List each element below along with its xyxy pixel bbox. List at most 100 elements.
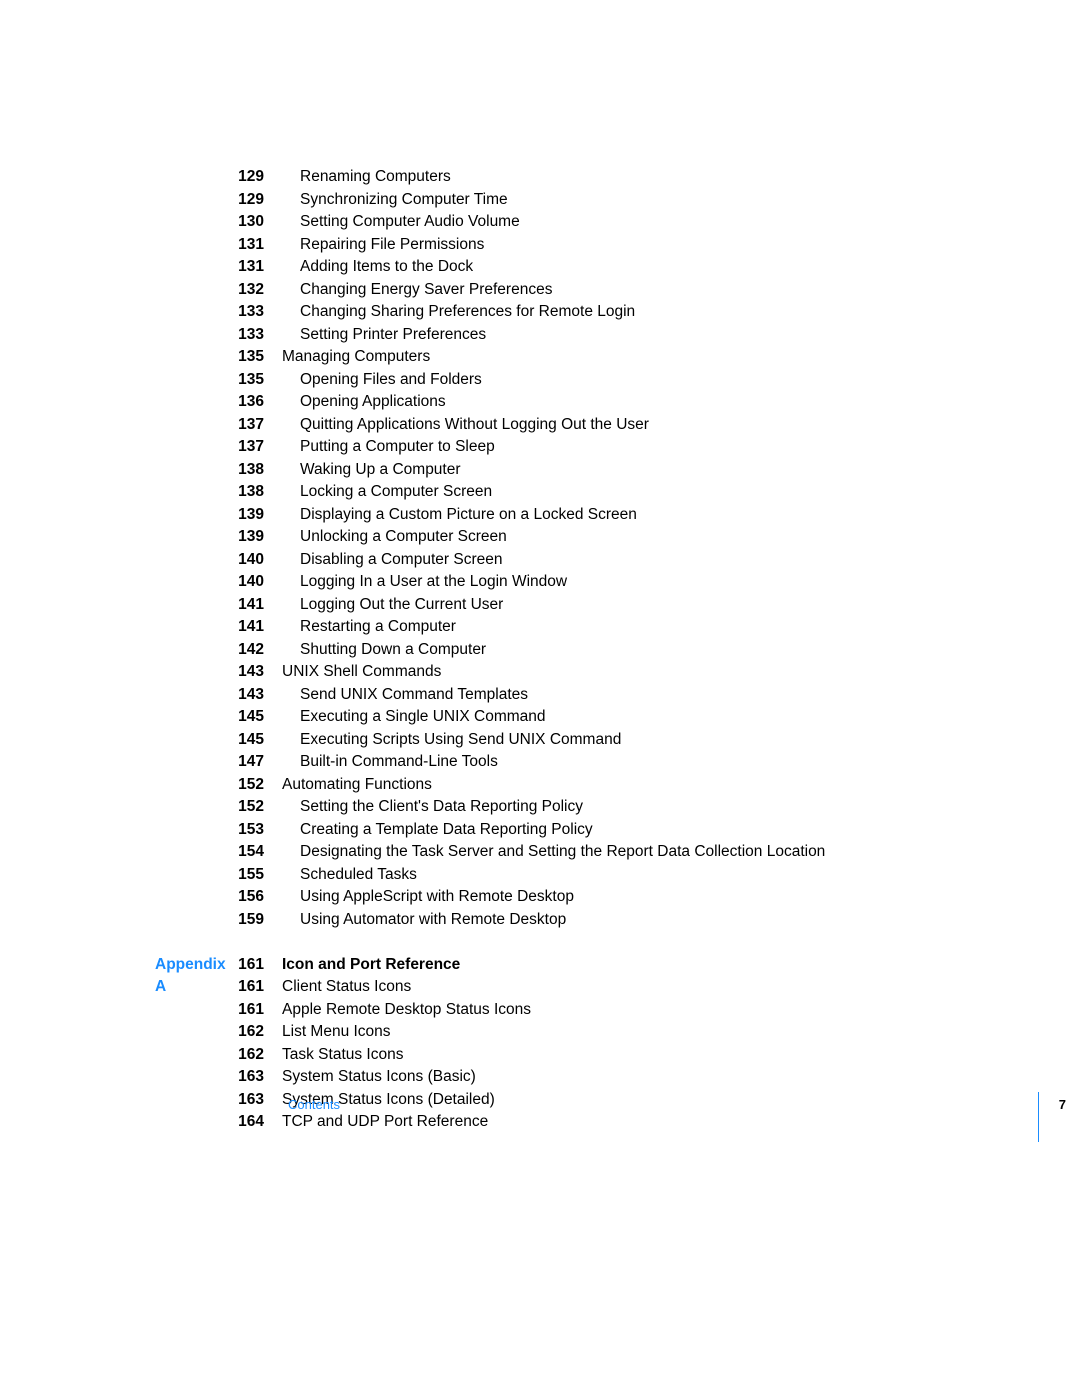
toc-page-number: 131	[0, 234, 282, 257]
toc-entry[interactable]: 162Task Status Icons	[0, 1044, 900, 1067]
toc-entry-title: Setting Computer Audio Volume	[282, 211, 900, 234]
toc-entry-title: System Status Icons (Detailed)	[282, 1089, 900, 1112]
toc-entry[interactable]: 135Opening Files and Folders	[0, 369, 900, 392]
toc-entry[interactable]: 162List Menu Icons	[0, 1021, 900, 1044]
toc-entry[interactable]: 153Creating a Template Data Reporting Po…	[0, 819, 900, 842]
toc-entry-title: Executing a Single UNIX Command	[282, 706, 900, 729]
toc-entry[interactable]: 132Changing Energy Saver Preferences	[0, 279, 900, 302]
toc-entry[interactable]: 152Automating Functions	[0, 774, 900, 797]
toc-entry-title: Client Status Icons	[282, 976, 900, 999]
toc-entry[interactable]: 164TCP and UDP Port Reference	[0, 1111, 900, 1134]
toc-page-number: 162	[0, 1021, 282, 1044]
toc-entry-title: Quitting Applications Without Logging Ou…	[282, 414, 900, 437]
toc-entry-title: Locking a Computer Screen	[282, 481, 900, 504]
toc-entry-title: Displaying a Custom Picture on a Locked …	[282, 504, 900, 527]
toc-entry-title: UNIX Shell Commands	[282, 661, 900, 684]
toc-entry[interactable]: 141Logging Out the Current User	[0, 594, 900, 617]
toc-entry[interactable]: 143UNIX Shell Commands	[0, 661, 900, 684]
toc-entry[interactable]: 163System Status Icons (Detailed)	[0, 1089, 900, 1112]
toc-entry[interactable]: 138Locking a Computer Screen	[0, 481, 900, 504]
toc-page-number: 143	[0, 684, 282, 707]
toc-entry-title: Repairing File Permissions	[282, 234, 900, 257]
toc-entry-title: Task Status Icons	[282, 1044, 900, 1067]
toc-entry[interactable]: 141Restarting a Computer	[0, 616, 900, 639]
toc-entry[interactable]: 143Send UNIX Command Templates	[0, 684, 900, 707]
toc-page-number: 161	[0, 976, 282, 999]
footer-contents-label[interactable]: Contents	[288, 1097, 340, 1112]
page: 129Renaming Computers129Synchronizing Co…	[0, 0, 1080, 1397]
toc-entry-title: Automating Functions	[282, 774, 900, 797]
toc-entry[interactable]: 131Repairing File Permissions	[0, 234, 900, 257]
toc-entry[interactable]: 139Displaying a Custom Picture on a Lock…	[0, 504, 900, 527]
toc-entry[interactable]: 135Managing Computers	[0, 346, 900, 369]
toc-entry[interactable]: 163System Status Icons (Basic)	[0, 1066, 900, 1089]
toc-entry[interactable]: 130Setting Computer Audio Volume	[0, 211, 900, 234]
toc-entry-title: Using AppleScript with Remote Desktop	[282, 886, 900, 909]
toc-page-number: 133	[0, 324, 282, 347]
toc-entry[interactable]: 147Built-in Command-Line Tools	[0, 751, 900, 774]
toc-page-number: 145	[0, 706, 282, 729]
toc-page-number: 153	[0, 819, 282, 842]
toc-entry[interactable]: 156Using AppleScript with Remote Desktop	[0, 886, 900, 909]
toc-page-number: 137	[0, 436, 282, 459]
toc-page-number: 129	[0, 166, 282, 189]
toc-entry-title: Adding Items to the Dock	[282, 256, 900, 279]
toc-page-number: 135	[0, 346, 282, 369]
toc-entry-title: List Menu Icons	[282, 1021, 900, 1044]
toc-entry[interactable]: 145Executing Scripts Using Send UNIX Com…	[0, 729, 900, 752]
toc-entry[interactable]: 154Designating the Task Server and Setti…	[0, 841, 900, 864]
toc-page-number: 140	[0, 571, 282, 594]
toc-entry-title: Synchronizing Computer Time	[282, 189, 900, 212]
toc-entry-title: Creating a Template Data Reporting Polic…	[282, 819, 900, 842]
toc-entry[interactable]: 140Logging In a User at the Login Window	[0, 571, 900, 594]
toc-entry[interactable]: 140Disabling a Computer Screen	[0, 549, 900, 572]
toc-entry-title: Designating the Task Server and Setting …	[282, 841, 900, 864]
toc-entry[interactable]: 161Client Status Icons	[0, 976, 900, 999]
toc-entry[interactable]: 142Shutting Down a Computer	[0, 639, 900, 662]
toc-entry[interactable]: 131Adding Items to the Dock	[0, 256, 900, 279]
toc-page-number: 131	[0, 256, 282, 279]
toc-entry[interactable]: Appendix A161Icon and Port Reference	[0, 954, 900, 977]
toc-entry-title: Shutting Down a Computer	[282, 639, 900, 662]
toc-entry[interactable]: 136Opening Applications	[0, 391, 900, 414]
toc-entry-title: Changing Sharing Preferences for Remote …	[282, 301, 900, 324]
toc-entry[interactable]: 155Scheduled Tasks	[0, 864, 900, 887]
toc-page-number: 162	[0, 1044, 282, 1067]
toc-entry[interactable]: 139Unlocking a Computer Screen	[0, 526, 900, 549]
toc-page-number: 139	[0, 526, 282, 549]
toc-entry-title: Scheduled Tasks	[282, 864, 900, 887]
toc-page-number: 138	[0, 481, 282, 504]
toc-page-number: 133	[0, 301, 282, 324]
toc-page-number: 142	[0, 639, 282, 662]
toc-page-number: 138	[0, 459, 282, 482]
toc-entry-title: Opening Files and Folders	[282, 369, 900, 392]
toc-page-number: 143	[0, 661, 282, 684]
toc-entry[interactable]: 145Executing a Single UNIX Command	[0, 706, 900, 729]
toc-entry[interactable]: 133Setting Printer Preferences	[0, 324, 900, 347]
toc-entry[interactable]: 129Synchronizing Computer Time	[0, 189, 900, 212]
toc-entry-title: Using Automator with Remote Desktop	[282, 909, 900, 932]
toc-entry-title: Renaming Computers	[282, 166, 900, 189]
toc-page-number: 139	[0, 504, 282, 527]
toc-entry[interactable]: 133Changing Sharing Preferences for Remo…	[0, 301, 900, 324]
toc-page-number: 159	[0, 909, 282, 932]
toc-entry[interactable]: 137Quitting Applications Without Logging…	[0, 414, 900, 437]
toc-page-number: 152	[0, 796, 282, 819]
toc-entry[interactable]: 137Putting a Computer to Sleep	[0, 436, 900, 459]
toc-entry-title: Restarting a Computer	[282, 616, 900, 639]
toc-entry[interactable]: 152Setting the Client's Data Reporting P…	[0, 796, 900, 819]
toc-page-number: 163	[0, 1089, 282, 1112]
toc-entry-title: Disabling a Computer Screen	[282, 549, 900, 572]
toc-entry-title: Setting Printer Preferences	[282, 324, 900, 347]
toc-page-number: 152	[0, 774, 282, 797]
toc-entry-title: Changing Energy Saver Preferences	[282, 279, 900, 302]
toc-entry[interactable]: 129Renaming Computers	[0, 166, 900, 189]
toc: 129Renaming Computers129Synchronizing Co…	[0, 166, 900, 1134]
toc-entry[interactable]: 138Waking Up a Computer	[0, 459, 900, 482]
toc-entry-title: Logging Out the Current User	[282, 594, 900, 617]
footer-separator	[1038, 1092, 1039, 1142]
toc-page-number: 163	[0, 1066, 282, 1089]
toc-entry[interactable]: 161Apple Remote Desktop Status Icons	[0, 999, 900, 1022]
toc-entry[interactable]: 159Using Automator with Remote Desktop	[0, 909, 900, 932]
toc-entry-title: Managing Computers	[282, 346, 900, 369]
